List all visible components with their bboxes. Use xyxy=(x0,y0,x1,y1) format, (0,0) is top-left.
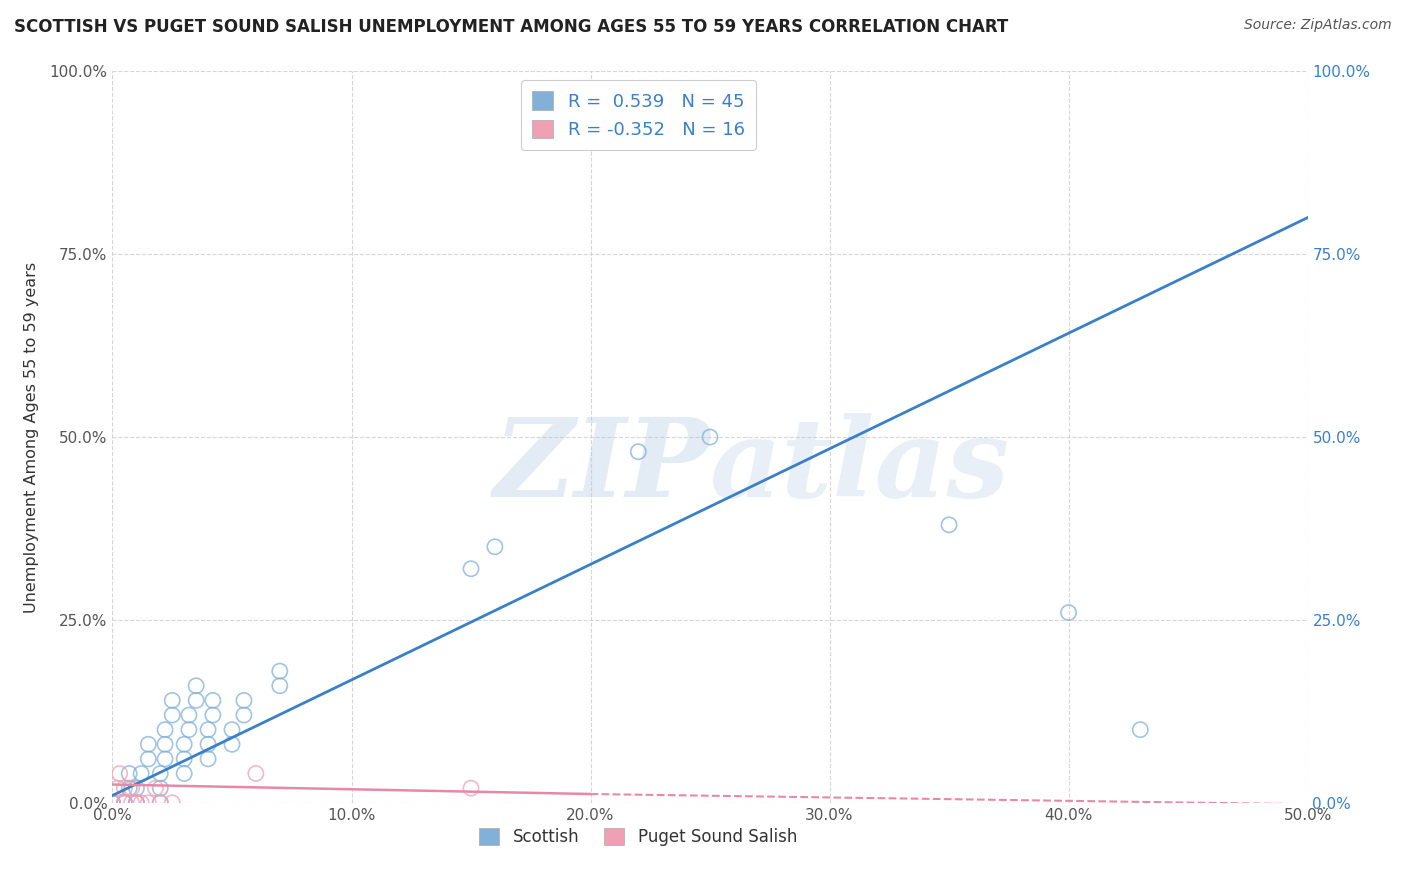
Point xyxy=(101,796,124,810)
Point xyxy=(101,796,124,810)
Point xyxy=(114,796,135,810)
Point xyxy=(138,752,160,766)
Legend: Scottish, Puget Sound Salish: Scottish, Puget Sound Salish xyxy=(472,822,804,853)
Point xyxy=(186,679,208,693)
Point xyxy=(149,766,172,780)
Point xyxy=(221,737,243,751)
Text: ZIP: ZIP xyxy=(494,413,710,520)
Point xyxy=(138,737,160,751)
Y-axis label: Unemployment Among Ages 55 to 59 years: Unemployment Among Ages 55 to 59 years xyxy=(24,261,38,613)
Point xyxy=(627,444,650,458)
Point xyxy=(114,796,135,810)
Point xyxy=(484,540,506,554)
Point xyxy=(177,708,200,723)
Point xyxy=(114,796,135,810)
Point xyxy=(197,752,219,766)
Point xyxy=(162,693,183,707)
Point xyxy=(233,708,256,723)
Point xyxy=(173,766,195,780)
Point xyxy=(153,737,176,751)
Point xyxy=(149,781,172,796)
Point xyxy=(129,766,152,780)
Text: atlas: atlas xyxy=(710,413,1011,520)
Point xyxy=(138,796,160,810)
Point xyxy=(114,781,135,796)
Point xyxy=(121,781,143,796)
Point xyxy=(938,517,960,532)
Point xyxy=(201,708,224,723)
Point xyxy=(699,430,721,444)
Point xyxy=(162,708,183,723)
Point xyxy=(125,781,148,796)
Point xyxy=(201,693,224,707)
Text: Source: ZipAtlas.com: Source: ZipAtlas.com xyxy=(1244,18,1392,32)
Point xyxy=(108,766,131,780)
Point xyxy=(269,679,291,693)
Point xyxy=(118,781,141,796)
Point xyxy=(101,796,124,810)
Point xyxy=(460,781,482,796)
Point xyxy=(233,693,256,707)
Point xyxy=(1057,606,1080,620)
Point xyxy=(125,796,148,810)
Point xyxy=(460,562,482,576)
Point xyxy=(125,796,148,810)
Point xyxy=(121,796,143,810)
Point xyxy=(129,796,152,810)
Point xyxy=(118,766,141,780)
Point xyxy=(153,723,176,737)
Point xyxy=(245,766,267,780)
Point xyxy=(153,752,176,766)
Point xyxy=(177,723,200,737)
Point xyxy=(145,781,167,796)
Point xyxy=(197,723,219,737)
Point xyxy=(269,664,291,678)
Point xyxy=(221,723,243,737)
Point xyxy=(186,693,208,707)
Point xyxy=(149,796,172,810)
Point xyxy=(173,752,195,766)
Point xyxy=(162,796,183,810)
Point xyxy=(197,737,219,751)
Text: SCOTTISH VS PUGET SOUND SALISH UNEMPLOYMENT AMONG AGES 55 TO 59 YEARS CORRELATIO: SCOTTISH VS PUGET SOUND SALISH UNEMPLOYM… xyxy=(14,18,1008,36)
Point xyxy=(149,796,172,810)
Point xyxy=(125,796,148,810)
Point xyxy=(173,737,195,751)
Point xyxy=(105,781,128,796)
Point xyxy=(1129,723,1152,737)
Point xyxy=(101,796,124,810)
